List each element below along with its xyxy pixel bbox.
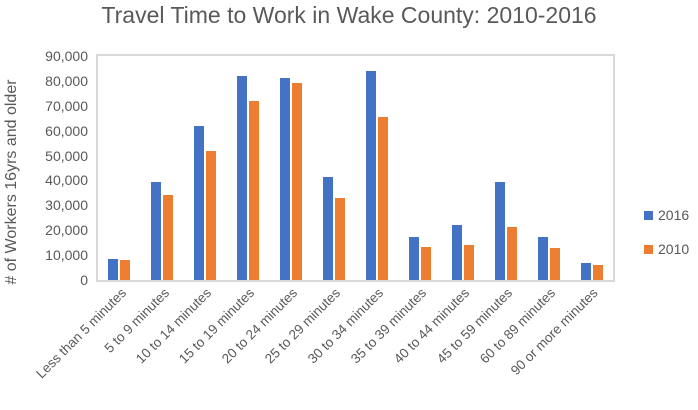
y-tick-label: 90,000 <box>45 48 88 64</box>
bar-2016 <box>151 182 162 280</box>
y-tick-label: 30,000 <box>45 197 88 214</box>
x-tick-label: 30 to 34 minutes <box>305 285 387 367</box>
x-tick-label: 35 to 39 minutes <box>347 285 430 367</box>
legend-swatch-icon <box>644 210 653 220</box>
legend-label: 2016 <box>658 207 690 223</box>
bar-2010 <box>549 248 560 280</box>
bar-2010 <box>292 82 303 280</box>
y-tick-label: 0 <box>80 272 88 288</box>
bar-2016 <box>237 75 248 280</box>
y-tick-label: 40,000 <box>45 172 88 189</box>
y-tick-label: 50,000 <box>45 147 88 164</box>
bar-2010 <box>506 227 517 280</box>
bar-2016 <box>365 70 376 280</box>
x-tick-label: 15 to 19 minutes <box>176 285 258 367</box>
bar-2010 <box>206 150 217 280</box>
y-tick-label: 20,000 <box>45 222 88 239</box>
y-axis-label: # of Workers 16yrs and older <box>3 79 20 285</box>
bar-2010 <box>335 198 346 280</box>
bar-2010 <box>249 100 260 280</box>
x-tick-label: 45 to 59 minutes <box>433 285 516 367</box>
y-tick-label: 80,000 <box>45 72 88 89</box>
bar-2016 <box>280 77 291 280</box>
x-tick-label: 40 to 44 minutes <box>390 285 473 367</box>
bar-2010 <box>163 195 174 280</box>
bar-2016 <box>451 225 462 280</box>
y-tick-label: 10,000 <box>45 247 88 264</box>
legend-label: 2010 <box>658 241 690 257</box>
x-tick-label: 25 to 29 minutes <box>262 285 344 367</box>
x-tick-label: 60 to 89 minutes <box>476 285 558 367</box>
chart-title: Travel Time to Work in Wake County: 2010… <box>101 2 597 28</box>
bar-2016 <box>494 182 505 280</box>
bar-2010 <box>463 245 474 280</box>
bar-2016 <box>323 177 334 280</box>
y-tick-label: 60,000 <box>45 122 88 139</box>
bar-2016 <box>194 125 205 280</box>
bar-2010 <box>120 260 131 280</box>
x-tick-label: 10 to 14 minutes <box>133 285 215 367</box>
bar-2010 <box>420 247 431 280</box>
legend-item-2010: 2010 <box>644 238 689 260</box>
legend: 2016 2010 <box>644 204 689 272</box>
x-tick-label: 20 to 24 minutes <box>219 285 301 367</box>
bar-2016 <box>580 263 591 280</box>
plot-area <box>96 54 615 282</box>
bar-series <box>98 56 613 280</box>
bar-2016 <box>537 237 548 280</box>
bar-2010 <box>377 116 388 280</box>
bar-2016 <box>108 259 119 280</box>
bar-2010 <box>592 265 603 280</box>
legend-swatch-icon <box>644 244 653 254</box>
bar-2016 <box>408 237 419 280</box>
legend-item-2016: 2016 <box>644 204 689 226</box>
y-tick-label: 70,000 <box>45 97 88 114</box>
